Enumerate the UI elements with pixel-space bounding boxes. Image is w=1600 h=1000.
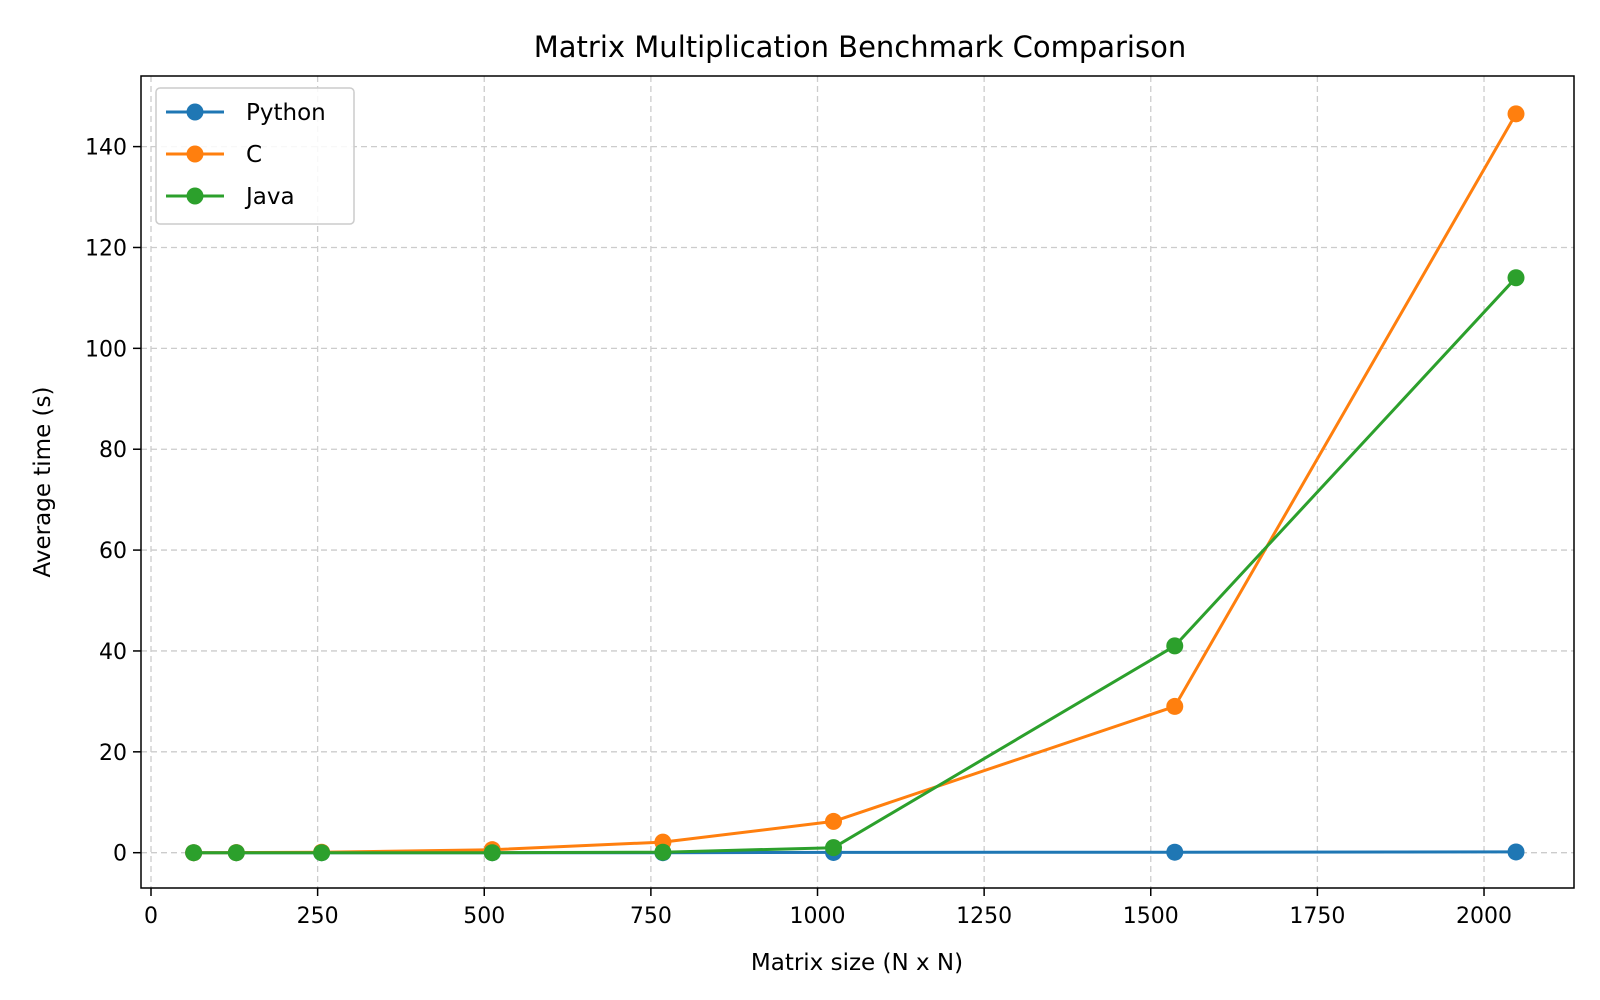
x-tick-label: 500: [463, 904, 505, 929]
legend-label: Python: [246, 100, 326, 126]
x-tick-label: 2000: [1456, 904, 1512, 929]
series-java: [185, 269, 1525, 862]
legend-entry-java: Java: [166, 184, 295, 210]
chart-title: Matrix Multiplication Benchmark Comparis…: [534, 30, 1186, 64]
data-point-c: [825, 812, 843, 830]
axis-ticks: 0 250 500 750 1000 1250 1500 1750 2000 0 20 40 60 80 1…: [85, 136, 1512, 929]
plot-series: [185, 105, 1525, 862]
legend: Python C Java: [155, 87, 355, 225]
data-point-java: [483, 844, 501, 862]
data-point-c: [1166, 697, 1184, 715]
y-tick-label: 60: [99, 539, 127, 564]
data-point-java: [825, 839, 843, 857]
y-tick-label: 140: [85, 136, 127, 161]
x-tick-label: 250: [297, 904, 339, 929]
series-line-java: [193, 276, 1518, 855]
x-axis-title: Matrix size (N x N): [751, 950, 963, 976]
y-axis-title: Average time (s): [30, 387, 56, 578]
x-tick-label: 750: [630, 904, 672, 929]
data-point-java: [1166, 637, 1184, 655]
x-tick-label: 1000: [790, 904, 846, 929]
data-point-java: [313, 844, 331, 862]
data-point-java: [227, 844, 245, 862]
x-tick-label: 1500: [1123, 904, 1179, 929]
legend-entry-python: Python: [166, 100, 326, 126]
x-tick-label: 0: [144, 904, 158, 929]
data-point-java: [1507, 269, 1525, 287]
legend-entry-c: C: [166, 142, 262, 168]
legend-marker: [186, 145, 204, 163]
y-tick-label: 20: [99, 741, 127, 766]
legend-marker: [186, 187, 204, 205]
y-tick-label: 40: [99, 640, 127, 665]
data-point-c: [1507, 105, 1525, 123]
legend-label: C: [246, 142, 262, 168]
legend-box: [155, 87, 355, 225]
x-tick-label: 1750: [1289, 904, 1345, 929]
y-tick-label: 80: [99, 438, 127, 463]
legend-marker: [186, 103, 204, 121]
y-tick-label: 100: [85, 337, 127, 362]
y-tick-label: 0: [113, 842, 127, 867]
data-point-python: [1166, 843, 1184, 861]
data-point-java: [654, 843, 672, 861]
data-point-python: [1507, 843, 1525, 861]
plot-area-frame: [140, 75, 1575, 889]
y-tick-label: 120: [85, 236, 127, 261]
x-tick-label: 1250: [956, 904, 1012, 929]
legend-label: Java: [244, 184, 295, 210]
data-point-java: [185, 844, 203, 862]
